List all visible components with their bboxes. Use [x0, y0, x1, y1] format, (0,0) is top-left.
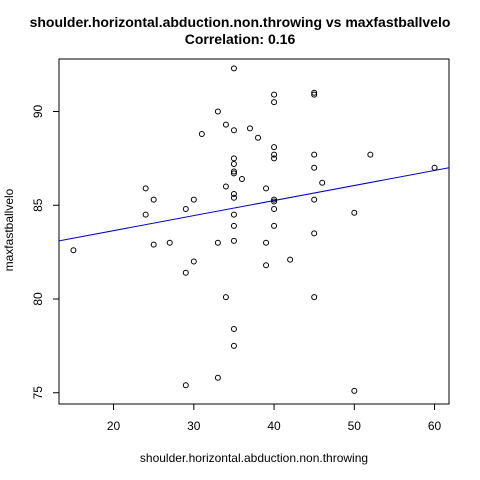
data-point	[230, 161, 237, 167]
chart-subtitle: Correlation: 0.16	[184, 31, 296, 47]
data-point	[182, 269, 189, 276]
data-points	[59, 65, 449, 394]
chart-title: shoulder.horizontal.abduction.non.throwi…	[29, 14, 451, 30]
data-point	[150, 241, 157, 248]
data-point	[190, 196, 197, 203]
data-point	[271, 155, 278, 162]
data-point	[182, 382, 189, 389]
data-point	[222, 183, 229, 190]
data-point	[230, 237, 237, 244]
data-point	[70, 247, 77, 254]
data-point	[190, 258, 197, 265]
axes: 20 30 40 50 60 75 80 85 90	[31, 58, 450, 433]
x-tick-label: 60	[428, 419, 442, 433]
data-point	[271, 206, 278, 212]
data-point	[198, 131, 205, 137]
data-point	[230, 191, 237, 197]
data-point	[246, 125, 253, 132]
y-tick-label: 90	[31, 105, 45, 119]
data-point	[351, 387, 358, 394]
data-point	[311, 230, 318, 237]
x-tick-label: 50	[348, 419, 362, 433]
data-point	[271, 91, 278, 98]
data-point	[214, 108, 221, 115]
data-point	[230, 326, 237, 332]
x-tick-label: 40	[267, 419, 281, 433]
data-point	[222, 121, 229, 128]
data-point	[311, 151, 318, 158]
data-point	[263, 239, 270, 246]
data-point	[319, 179, 326, 186]
data-point	[271, 222, 278, 229]
data-point	[263, 262, 270, 269]
data-point	[230, 155, 237, 162]
data-point	[271, 144, 278, 151]
data-point	[271, 151, 278, 158]
data-point	[311, 294, 318, 301]
data-point	[271, 198, 278, 205]
data-point	[311, 91, 318, 98]
data-point	[230, 342, 237, 349]
data-point	[230, 127, 237, 134]
data-point	[230, 211, 237, 218]
data-point	[367, 151, 374, 158]
data-point	[311, 164, 318, 171]
data-point	[214, 239, 221, 246]
data-point	[142, 185, 149, 192]
data-point	[230, 194, 237, 201]
data-point	[311, 89, 318, 96]
data-point	[222, 294, 229, 301]
y-tick-label: 80	[31, 292, 45, 306]
data-point	[255, 134, 262, 141]
y-tick-label: 75	[31, 386, 45, 400]
plot-frame	[58, 58, 450, 405]
data-point	[431, 164, 438, 171]
regression-line	[59, 167, 449, 242]
data-point	[263, 185, 270, 192]
data-point	[214, 374, 221, 381]
data-point	[230, 65, 237, 72]
y-tick-label: 85	[31, 198, 45, 212]
y-axis-label: maxfastballvelo	[2, 188, 16, 271]
data-point	[238, 176, 245, 182]
data-point	[166, 239, 173, 246]
data-point	[230, 168, 237, 175]
data-point	[182, 206, 189, 212]
data-point	[150, 196, 157, 203]
data-point	[230, 170, 237, 177]
data-point	[271, 99, 278, 106]
data-point	[271, 196, 278, 203]
data-point	[230, 222, 237, 229]
x-tick-label: 30	[187, 419, 201, 433]
x-tick-label: 20	[107, 419, 121, 433]
x-axis-label: shoulder.horizontal.abduction.non.throwi…	[140, 451, 368, 465]
data-point	[311, 196, 318, 203]
data-point	[351, 209, 358, 216]
data-point	[142, 211, 149, 218]
data-point	[287, 256, 294, 263]
